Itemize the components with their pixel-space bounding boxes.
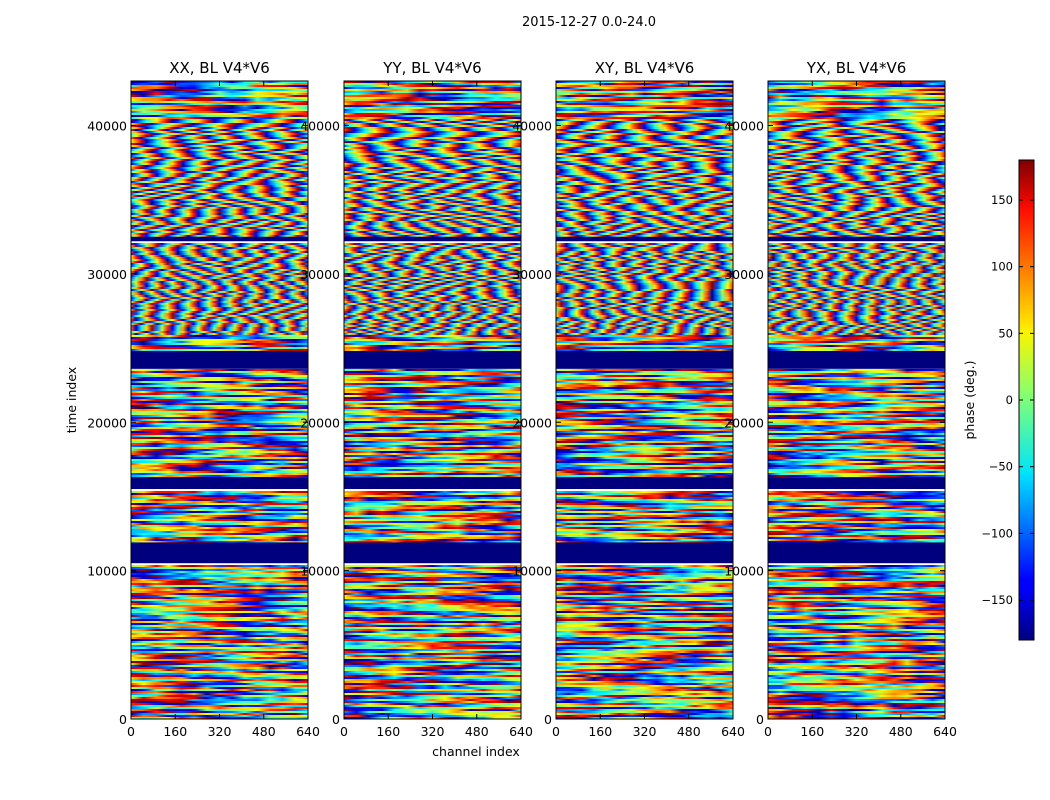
panel-yx-ytick-label-20000: 20000 — [724, 415, 764, 430]
panel-xx: XX, BL V4*V6 0 160 320 480 640 0 10000 20000 3000… — [87, 59, 320, 739]
panel-xy-flagged-band-4 — [556, 542, 733, 564]
panel-yx-ytick-label-30000: 30000 — [724, 267, 764, 282]
panel-xy-xtick-label-160: 160 — [588, 724, 612, 739]
panel-xx-xtick-label-0: 0 — [127, 724, 135, 739]
colorbar-tick-label-150: 150 — [991, 193, 1013, 207]
colorbar-tick-label--50: −50 — [989, 460, 1013, 474]
panel-xx-ytick-label-20000: 20000 — [87, 415, 127, 430]
colorbar-label: phase (deg.) — [962, 361, 977, 440]
panel-yy-ytick-label-40000: 40000 — [300, 119, 340, 134]
panel-yy-ytick-label-10000: 10000 — [300, 564, 340, 579]
panel-xy-xtick-label-0: 0 — [552, 724, 560, 739]
panel-xy-flagged-band-1 — [556, 236, 733, 242]
panel-yx-xtick-label-320: 320 — [845, 724, 869, 739]
panel-xy-flagged-band-3 — [556, 477, 733, 490]
panel-xy-ytick-label-40000: 40000 — [512, 119, 552, 134]
panel-yy-ytick-label-20000: 20000 — [300, 415, 340, 430]
panel-yy-flagged-band-4 — [344, 542, 521, 564]
panel-xy-xtick-label-480: 480 — [677, 724, 701, 739]
panel-xx-xtick-label-480: 480 — [252, 724, 276, 739]
panel-xx-ytick-label-40000: 40000 — [87, 119, 127, 134]
panel-yx-xtick-label-480: 480 — [889, 724, 913, 739]
panel-yx-xtick-label-160: 160 — [800, 724, 824, 739]
panel-yy-xtick-label-0: 0 — [340, 724, 348, 739]
panel-xx-ytick-label-30000: 30000 — [87, 267, 127, 282]
panel-yy-flagged-band-3 — [344, 477, 521, 490]
panel-xx-ytick-label-10000: 10000 — [87, 564, 127, 579]
panel-yx-flagged-band-3 — [768, 477, 945, 490]
panel-yx-xtick-label-0: 0 — [764, 724, 772, 739]
panel-yx-xtick-label-640: 640 — [933, 724, 957, 739]
colorbar-tick-label-0: 0 — [1006, 393, 1013, 407]
panel-yx-ytick-label-40000: 40000 — [724, 119, 764, 134]
panel-xy: XY, BL V4*V6 0 160 320 480 640 0 10000 20000 3000… — [512, 59, 745, 739]
panel-xx-xtick-label-320: 320 — [208, 724, 232, 739]
colorbar-tick-label--150: −150 — [981, 593, 1013, 607]
panel-yy-ytick-label-0: 0 — [332, 712, 340, 727]
panel-xy-ytick-label-0: 0 — [544, 712, 552, 727]
colorbar-tick-label-100: 100 — [991, 260, 1013, 274]
panel-yy: YY, BL V4*V6 0 160 320 480 640 0 10000 20000 3000… — [300, 59, 533, 739]
panel-xx-title: XX, BL V4*V6 — [169, 59, 270, 77]
panel-yy-flagged-band-1 — [344, 236, 521, 242]
panel-yx-ytick-label-0: 0 — [756, 712, 764, 727]
panel-xx-phase-image — [131, 81, 308, 720]
panel-yy-xtick-label-480: 480 — [465, 724, 489, 739]
colorbar-ticks: −150 −100 −50 0 50 100 150 — [981, 193, 1034, 607]
panel-yx-flagged-band-2 — [768, 351, 945, 369]
x-axis-label: channel index — [432, 744, 520, 759]
panel-xx-xtick-label-160: 160 — [163, 724, 187, 739]
panel-yx-flagged-band-4 — [768, 542, 945, 564]
figure-suptitle: 2015-12-27 0.0-24.0 — [522, 15, 656, 30]
panel-xy-xtick-label-640: 640 — [721, 724, 745, 739]
panel-xx-flagged-band-4 — [131, 542, 308, 564]
panel-xx-flagged-band-1 — [131, 236, 308, 242]
panel-xy-ytick-label-20000: 20000 — [512, 415, 552, 430]
panel-yx-ytick-label-10000: 10000 — [724, 564, 764, 579]
panel-yy-xtick-label-640: 640 — [509, 724, 533, 739]
colorbar-tick-label-50: 50 — [998, 326, 1013, 340]
panel-yy-phase-image — [344, 81, 521, 720]
colorbar-tick-label--100: −100 — [981, 526, 1013, 540]
panel-xy-ytick-label-30000: 30000 — [512, 267, 552, 282]
panel-yy-flagged-band-2 — [344, 351, 521, 369]
panel-xy-title: XY, BL V4*V6 — [595, 59, 695, 77]
panel-yy-xtick-label-320: 320 — [421, 724, 445, 739]
panel-yx-title: YX, BL V4*V6 — [806, 59, 907, 77]
panel-yx-flagged-band-1 — [768, 236, 945, 242]
panel-xx-flagged-band-2 — [131, 351, 308, 369]
panel-yy-xtick-label-160: 160 — [376, 724, 400, 739]
panels: XX, BL V4*V6 0 160 320 480 640 0 10000 20000 3000… — [87, 59, 957, 739]
panel-yy-ytick-label-30000: 30000 — [300, 267, 340, 282]
panel-xx-flagged-band-3 — [131, 477, 308, 490]
panel-yx-phase-image — [768, 81, 945, 720]
panel-xx-ytick-label-0: 0 — [119, 712, 127, 727]
colorbar-gradient — [1019, 160, 1034, 640]
panel-xy-ytick-label-10000: 10000 — [512, 564, 552, 579]
colorbar: −150 −100 −50 0 50 100 150 phase (deg.) — [962, 159, 1035, 641]
panel-yx: YX, BL V4*V6 0 160 320 480 640 0 10000 20000 3000… — [724, 59, 957, 739]
panel-xy-phase-image — [556, 81, 733, 720]
panel-xy-flagged-band-2 — [556, 351, 733, 369]
panel-xy-xtick-label-320: 320 — [633, 724, 657, 739]
panel-xx-xtick-label-640: 640 — [296, 724, 320, 739]
panel-yy-title: YY, BL V4*V6 — [382, 59, 481, 77]
y-axis-label: time index — [64, 367, 79, 433]
